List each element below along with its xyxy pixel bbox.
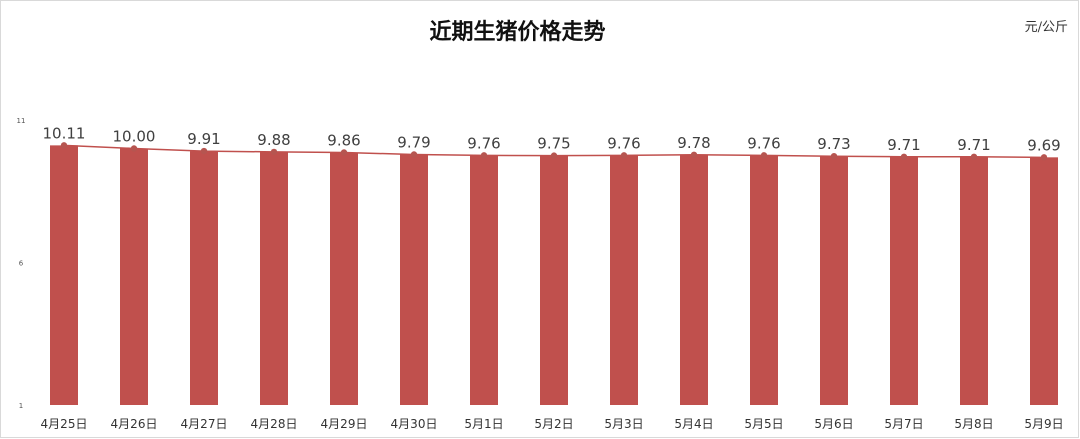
y-tick-label-2: 11: [17, 117, 26, 125]
bar-4: [330, 152, 358, 405]
bar-6: [470, 155, 498, 405]
x-tick-label-2: 4月27日: [181, 417, 228, 431]
x-tick-label-12: 5月7日: [884, 417, 923, 431]
unit-label: 元/公斤: [1024, 20, 1068, 35]
bar-10: [750, 155, 778, 405]
data-label-1: 10.00: [113, 128, 156, 146]
bar-1: [120, 148, 148, 405]
x-tick-label-10: 5月5日: [744, 417, 783, 431]
x-tick-label-5: 4月30日: [391, 417, 438, 431]
x-tick-label-14: 5月9日: [1024, 417, 1063, 431]
bar-5: [400, 154, 428, 405]
data-label-9: 9.78: [677, 134, 710, 152]
bar-3: [260, 151, 288, 405]
x-tick-label-7: 5月2日: [534, 417, 573, 431]
x-tick-label-4: 4月29日: [321, 417, 368, 431]
x-tick-label-8: 5月3日: [604, 417, 643, 431]
x-tick-label-3: 4月28日: [251, 417, 298, 431]
bar-13: [960, 156, 988, 405]
x-tick-label-1: 4月26日: [111, 417, 158, 431]
data-label-11: 9.73: [817, 135, 850, 153]
point-14: [1040, 154, 1048, 161]
y-tick-label-0: 1: [19, 402, 23, 410]
data-label-10: 9.76: [747, 134, 780, 152]
x-tick-label-0: 4月25日: [41, 417, 88, 431]
y-tick-label-1: 6: [19, 260, 24, 268]
bar-2: [190, 151, 218, 405]
point-6: [480, 152, 488, 159]
bar-12: [890, 156, 918, 405]
bar-9: [680, 154, 708, 405]
x-tick-label-6: 5月1日: [464, 417, 503, 431]
data-label-13: 9.71: [957, 136, 990, 154]
point-5: [410, 151, 418, 158]
chart-title: 近期生猪价格走势: [429, 19, 606, 45]
point-4: [340, 149, 348, 156]
data-label-14: 9.69: [1027, 136, 1060, 154]
point-9: [690, 151, 698, 158]
data-label-5: 9.79: [397, 133, 430, 151]
point-7: [550, 152, 558, 159]
data-label-6: 9.76: [467, 134, 500, 152]
bar-11: [820, 156, 848, 405]
bar-0: [50, 145, 78, 406]
bar-14: [1030, 157, 1058, 405]
data-label-8: 9.76: [607, 134, 640, 152]
point-11: [830, 152, 838, 160]
data-label-0: 10.11: [43, 124, 86, 142]
bar-7: [540, 155, 568, 405]
point-3: [270, 148, 278, 156]
point-12: [900, 153, 908, 160]
data-label-2: 9.91: [187, 130, 220, 148]
data-label-7: 9.75: [537, 135, 570, 153]
point-2: [200, 147, 208, 155]
point-0: [60, 142, 68, 149]
x-tick-label-13: 5月8日: [954, 417, 993, 431]
data-label-12: 9.71: [887, 136, 920, 154]
point-13: [970, 153, 978, 160]
point-8: [620, 152, 628, 159]
data-label-3: 9.88: [257, 131, 290, 149]
x-tick-label-11: 5月6日: [814, 417, 853, 431]
x-tick-label-9: 5月4日: [674, 417, 713, 431]
bar-8: [610, 155, 638, 405]
point-10: [760, 152, 768, 159]
point-1: [130, 145, 138, 152]
data-label-4: 9.86: [327, 131, 360, 149]
